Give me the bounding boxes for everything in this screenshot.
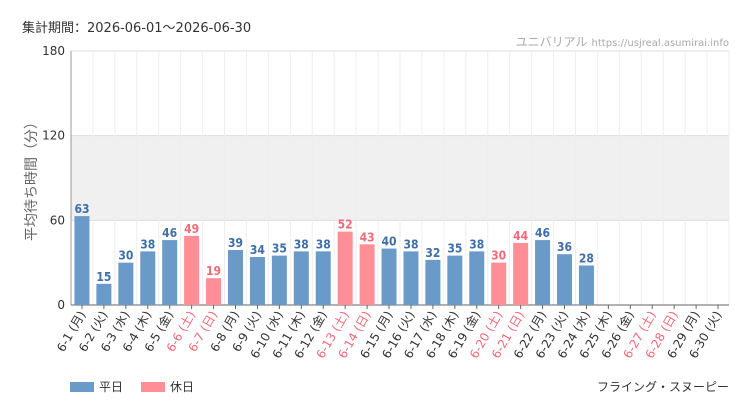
bar-6-8 <box>228 249 243 305</box>
y-tick-label: 0 <box>57 298 65 312</box>
bar-6-16 <box>403 251 419 305</box>
bar-6-15 <box>381 248 397 305</box>
data-label: 39 <box>228 236 243 250</box>
data-label: 19 <box>206 264 221 278</box>
bar-6-7 <box>206 278 222 305</box>
bar-6-13 <box>337 231 353 305</box>
site-name: ユニバリアル <box>515 35 588 49</box>
data-label: 44 <box>513 229 529 243</box>
data-label: 34 <box>250 243 266 257</box>
bar-6-10 <box>271 255 287 305</box>
data-label: 15 <box>96 270 111 284</box>
legend-item-weekday: 平日 <box>70 378 123 395</box>
data-label: 38 <box>469 237 484 251</box>
data-label: 28 <box>579 251 594 265</box>
data-label: 30 <box>491 249 506 263</box>
data-label: 52 <box>338 218 353 232</box>
bar-6-5 <box>162 240 178 305</box>
attraction-name: フライング・スヌーピー <box>596 380 729 394</box>
bar-6-6 <box>184 235 200 305</box>
data-label: 38 <box>316 237 331 251</box>
data-label: 63 <box>74 202 89 216</box>
legend-swatch-weekday <box>70 381 94 392</box>
legend-label-weekday: 平日 <box>99 380 124 394</box>
data-label: 49 <box>184 222 199 236</box>
y-tick-label: 120 <box>42 129 65 143</box>
bar-6-21 <box>513 242 529 305</box>
data-label: 30 <box>118 249 133 263</box>
bar-6-17 <box>425 259 441 305</box>
data-label: 38 <box>403 237 418 251</box>
bar-6-23 <box>557 254 572 305</box>
data-label: 36 <box>557 240 572 254</box>
bar-6-14 <box>359 244 375 305</box>
site-credit: ユニバリアル https://usjreal.asumirai.info <box>516 33 729 50</box>
y-tick-label: 60 <box>50 213 65 227</box>
data-label: 38 <box>140 237 155 251</box>
y-axis-label: 平均待ち時間（分） <box>24 115 40 241</box>
bar-6-19 <box>469 251 485 305</box>
data-label: 35 <box>447 242 462 256</box>
legend-label-holiday: 休日 <box>170 380 195 394</box>
data-label: 40 <box>382 235 397 249</box>
period-label: 集計期間：2026-06-01〜2026-06-30 <box>22 21 252 36</box>
y-tick-label: 180 <box>42 44 65 58</box>
bar-6-11 <box>293 251 309 305</box>
bar-6-1 <box>74 216 90 305</box>
bar-6-20 <box>491 262 507 305</box>
legend-swatch-holiday <box>141 381 166 392</box>
data-label: 43 <box>360 230 375 244</box>
bar-6-18 <box>447 255 463 305</box>
legend-item-holiday: 休日 <box>141 378 194 395</box>
bar-6-4 <box>140 251 156 305</box>
chart-legend: 平日 休日 <box>70 378 194 395</box>
bar-6-12 <box>315 251 331 305</box>
data-label: 46 <box>535 226 550 240</box>
bar-6-2 <box>96 283 112 305</box>
data-label: 35 <box>272 242 287 256</box>
bar-6-24 <box>578 265 594 305</box>
data-label: 32 <box>425 246 440 260</box>
bar-6-3 <box>118 262 134 305</box>
data-label: 46 <box>162 226 177 240</box>
bar-6-9 <box>249 257 265 305</box>
bar-6-22 <box>535 240 551 305</box>
site-url: https://usjreal.asumirai.info <box>591 38 729 49</box>
data-label: 38 <box>294 237 309 251</box>
